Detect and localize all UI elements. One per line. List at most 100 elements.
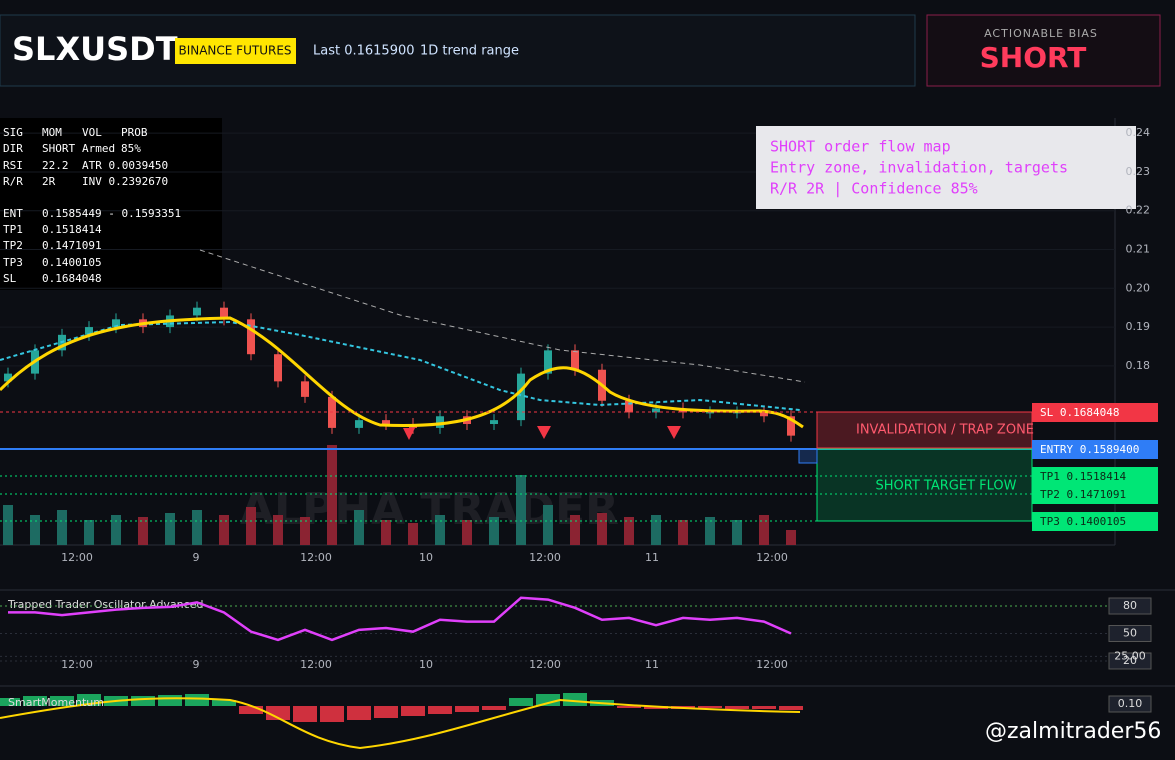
level-label: TP2 0.1471091 [1040,488,1126,501]
volume-bar [273,515,283,545]
volume-bar [354,510,364,545]
x-tick-label: 10 [419,551,433,564]
volume-bar [381,520,391,545]
moving-average [0,316,804,429]
volume-bar [84,520,94,545]
x-tick-label: 11 [645,551,659,564]
volume-bar [597,513,607,545]
momentum-bar [563,693,587,706]
volume-bar [138,517,148,545]
stats-panel [0,118,222,290]
tick-box [1108,624,1152,642]
stat-text: INV 0.2392670 [82,175,168,188]
momentum-bar [293,706,317,722]
stat-text: VOL [82,126,102,139]
candle [4,373,12,382]
level-label: TP3 0.1400105 [1040,515,1126,528]
momentum-bar [50,696,74,706]
stat-text: 0.1471091 [42,239,102,252]
exchange-badge [175,38,296,64]
y-tick-label: 0.24 [1126,126,1151,139]
momentum-bar [212,700,236,706]
stat-text: 2R [42,175,56,188]
candle [301,381,309,397]
level-label: ENTRY 0.1589400 [1040,443,1139,456]
signal-arrows [403,426,681,440]
momentum-pane: SmartMomentum [0,693,1152,750]
stat-text: RSI [3,159,23,172]
momentum-bar [0,698,20,706]
candle [274,354,282,382]
volume-bar [732,520,742,545]
note-line: R/R 2R | Confidence 85% [770,180,978,198]
stat-text: ENT [3,207,23,220]
volume-bar [786,530,796,545]
level-box [1032,485,1158,504]
volume-bar [678,520,688,545]
candle [571,350,579,370]
momentum-bar [752,706,776,709]
x-tick-label: 9 [193,658,200,671]
candle [220,307,228,320]
x-tick-label: 12:00 [529,551,561,564]
target-zone [816,448,1033,522]
stat-text: DIR [3,142,23,155]
momentum-bar [428,706,452,714]
x-tick-label: 12:00 [300,551,332,564]
oscillator-line [8,596,792,642]
candle [85,327,93,335]
volume-bar [246,507,256,545]
candle [490,420,498,425]
x-tick-label: 12:00 [61,658,93,671]
volume-bar [759,515,769,545]
y-tick-label: 0.21 [1126,243,1151,256]
momentum-bar [158,695,182,706]
momentum-bar [131,696,155,706]
volume-bar [327,445,337,545]
momentum-bar [239,706,263,714]
symbol: SLXUSDT [12,30,178,68]
watermark: ALPHA TRADER [240,484,619,535]
y-tick-label: 0.10 [1118,697,1143,710]
volume-bar [3,505,13,545]
level-box [1032,512,1158,531]
momentum-signal [0,697,801,750]
candle [382,420,390,425]
range: 1D trend range [420,44,519,59]
volume-bar [624,517,634,545]
handle: @zalmitrader56 [985,719,1161,744]
volume-bar [408,523,418,545]
level-box [1032,403,1158,422]
stat-text: 0.1684048 [42,272,102,285]
y-tick-label: 80 [1123,599,1137,612]
level-label: SL 0.1684048 [1040,406,1119,419]
stat-text: SL [3,272,17,285]
momentum-bar [455,706,479,712]
candle [193,307,201,316]
candle [517,373,525,421]
stat-text: R/R [3,175,23,188]
exchange: BINANCE FUTURES [178,44,291,58]
volume-bar [570,515,580,545]
volume-bar [543,505,553,545]
candle [787,416,795,436]
momentum-bar [401,706,425,716]
note-line: SHORT order flow map [770,138,951,156]
trend-line [199,249,806,383]
momentum-bar [536,694,560,706]
volume-bar [57,510,67,545]
volume-bar [435,515,445,545]
momentum-bar [185,694,209,706]
candle [733,412,741,414]
y-tick-label: 0.19 [1126,320,1151,333]
candle [652,408,660,413]
stat-text: PROB [121,126,148,139]
stat-text: Armed [82,142,115,155]
tick-box [1108,695,1152,713]
candle [625,400,633,413]
candle [706,412,714,414]
momentum-bar [347,706,371,720]
candle [355,420,363,428]
